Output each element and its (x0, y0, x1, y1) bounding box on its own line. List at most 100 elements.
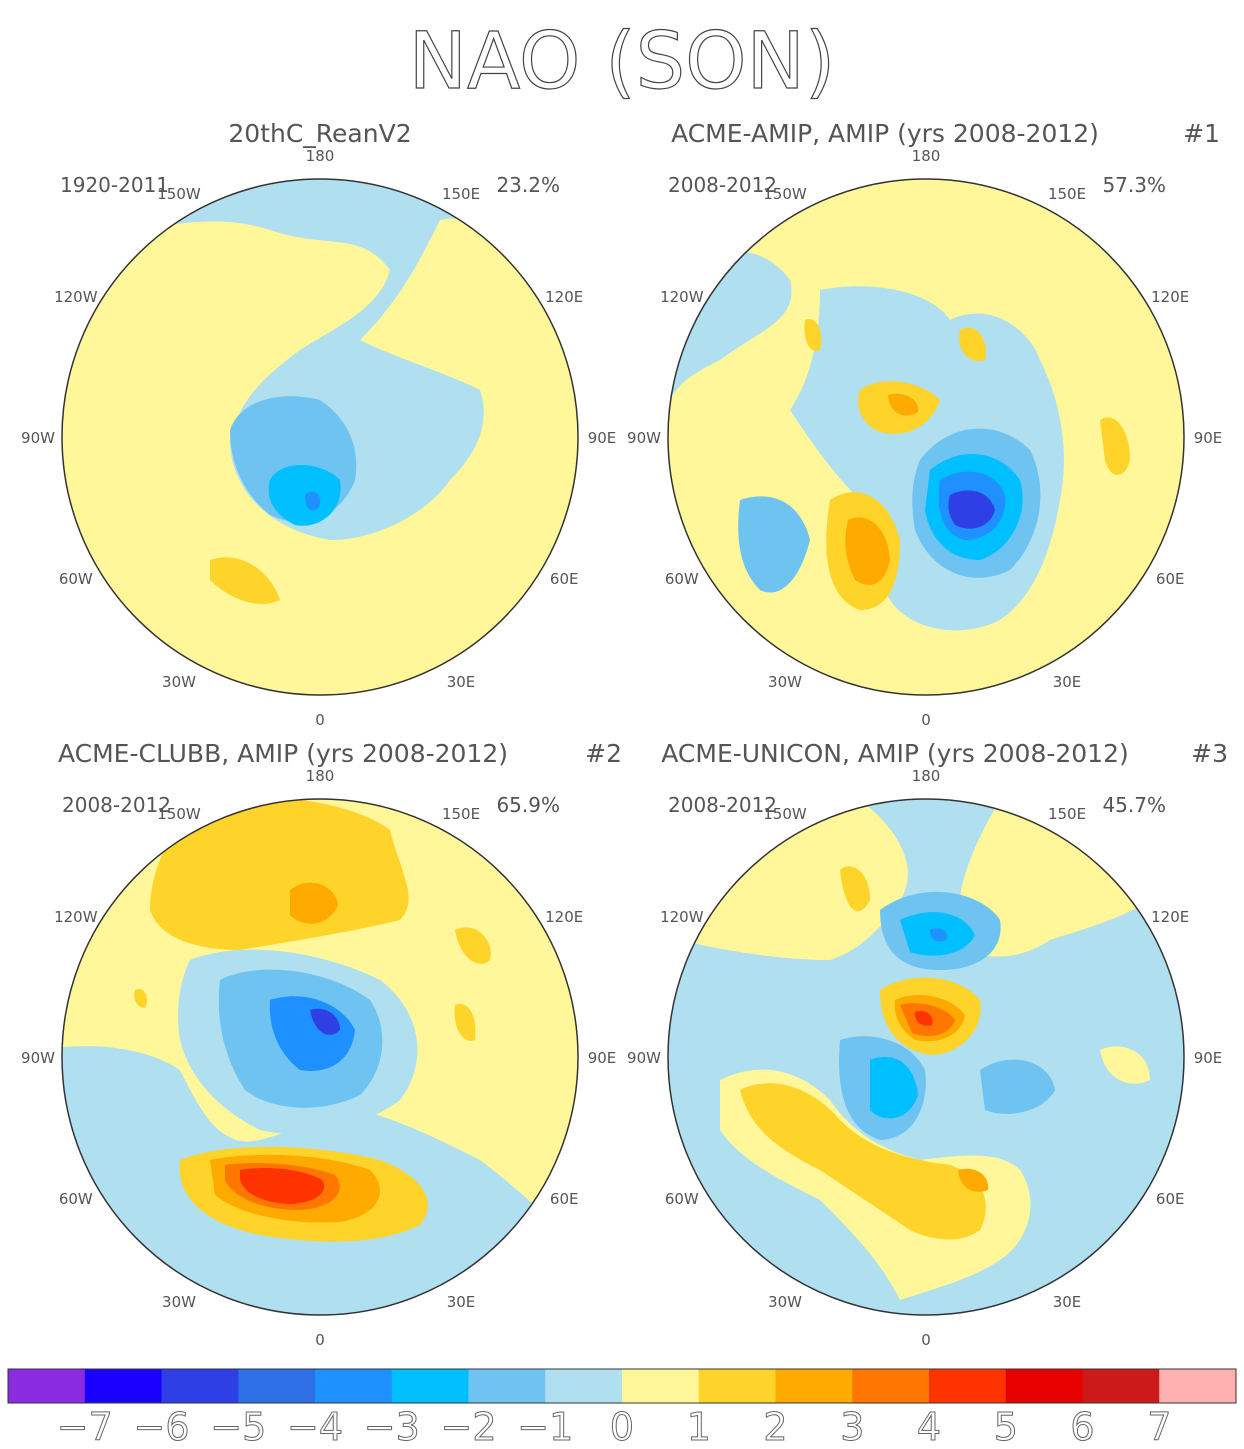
panel-title: 20thC_ReanV2 (228, 119, 411, 148)
map-boundary (61, 798, 579, 1316)
longitude-label: 60W (59, 570, 93, 588)
longitude-label: 150W (157, 805, 201, 823)
colorbar-label: −4 (287, 1405, 343, 1449)
colorbar-label: 5 (994, 1405, 1018, 1449)
longitude-label: 0 (921, 1331, 931, 1349)
colorbar-swatch (775, 1369, 853, 1403)
longitude-label: 60W (665, 1190, 699, 1208)
longitude-label: 0 (921, 711, 931, 729)
longitude-label: 60W (59, 1190, 93, 1208)
panel-tag: #3 (1191, 739, 1228, 768)
panel-title: ACME-UNICON, AMIP (yrs 2008-2012) (661, 739, 1129, 768)
longitude-label: 60E (1156, 1190, 1185, 1208)
longitude-label: 60W (665, 570, 699, 588)
longitude-label: 60E (550, 1190, 579, 1208)
longitude-label: 30W (768, 1293, 802, 1311)
longitude-label: 120E (545, 288, 583, 306)
colorbar-label: −3 (364, 1405, 420, 1449)
longitude-label: 120E (1151, 288, 1189, 306)
colorbar-label: 7 (1147, 1405, 1171, 1449)
colorbar-swatch (1159, 1369, 1237, 1403)
colorbar-swatch (698, 1369, 776, 1403)
colorbar-label: 4 (917, 1405, 941, 1449)
negative-anomaly-region (70, 179, 560, 540)
colorbar-label: 6 (1070, 1405, 1094, 1449)
colorbar-swatch (468, 1369, 546, 1403)
colorbar-swatch (852, 1369, 930, 1403)
longitude-label: 120E (1151, 908, 1189, 926)
longitude-label: 90W (627, 1049, 661, 1067)
panel-period: 2008-2012 (668, 173, 777, 197)
longitude-label: 180 (912, 147, 941, 165)
longitude-label: 30W (768, 673, 802, 691)
colorbar-swatch (929, 1369, 1007, 1403)
longitude-label: 30E (1053, 1293, 1082, 1311)
longitude-label: 180 (306, 767, 335, 785)
longitude-label: 60E (1156, 570, 1185, 588)
colorbar-label: 1 (687, 1405, 711, 1449)
longitude-label: 90W (21, 1049, 55, 1067)
panel-period: 2008-2012 (62, 793, 171, 817)
longitude-label: 90E (1194, 429, 1223, 447)
longitude-label: 60E (550, 570, 579, 588)
longitude-label: 150E (442, 185, 480, 203)
longitude-label: 90E (1194, 1049, 1223, 1067)
colorbar-swatch (1082, 1369, 1160, 1403)
colorbar-label: −5 (210, 1405, 266, 1449)
colorbar-label: −1 (517, 1405, 573, 1449)
longitude-label: 0 (315, 1331, 325, 1349)
colorbar-label: 2 (763, 1405, 787, 1449)
colorbar-swatch (84, 1369, 162, 1403)
map-panel-acme-clubb: ACME-CLUBB, AMIP (yrs 2008-2012) #2 2008… (58, 739, 622, 1316)
longitude-labels: 180 150E 120E 90E 60E 30E 0 30W 60W 90W 120W 150W 18… (21, 147, 1222, 1349)
longitude-label: 30W (162, 1293, 196, 1311)
colorbar-swatch (8, 1369, 86, 1403)
longitude-label: 120W (54, 288, 98, 306)
map-panel-20thc-reanv2: 20thC_ReanV2 1920-2011 23.2% (60, 119, 579, 696)
longitude-label: 120E (545, 908, 583, 926)
panel-period: 1920-2011 (60, 173, 169, 197)
panel-period: 2008-2012 (668, 793, 777, 817)
colorbar-swatch (391, 1369, 469, 1403)
longitude-label: 90W (627, 429, 661, 447)
colorbar-label: 0 (610, 1405, 634, 1449)
map-boundary (667, 798, 1185, 1316)
panel-percent: 23.2% (496, 173, 560, 197)
longitude-label: 180 (912, 767, 941, 785)
colorbar-label: −7 (57, 1405, 113, 1449)
map-boundary (667, 178, 1185, 696)
colorbar-swatch (238, 1369, 316, 1403)
longitude-label: 30E (447, 1293, 476, 1311)
longitude-label: 90W (21, 429, 55, 447)
panel-title: ACME-CLUBB, AMIP (yrs 2008-2012) (58, 739, 508, 768)
colorbar-border (7, 1368, 1237, 1404)
map-boundary (61, 178, 579, 696)
map-panel-acme-amip: ACME-AMIP, AMIP (yrs 2008-2012) #1 2008-… (667, 119, 1220, 696)
longitude-label: 90E (588, 429, 617, 447)
longitude-label: 150E (442, 805, 480, 823)
longitude-label: 150W (763, 805, 807, 823)
longitude-label: 30E (447, 673, 476, 691)
longitude-label: 150E (1048, 805, 1086, 823)
longitude-label: 0 (315, 711, 325, 729)
map-panel-acme-unicon: ACME-UNICON, AMIP (yrs 2008-2012) #3 200… (661, 739, 1228, 1316)
panel-tag: #2 (585, 739, 622, 768)
colorbar-swatch (545, 1369, 623, 1403)
colorbar-swatch (161, 1369, 239, 1403)
colorbar-label: 3 (840, 1405, 864, 1449)
panel-tag: #1 (1183, 119, 1220, 148)
longitude-label: 30E (1053, 673, 1082, 691)
longitude-label: 150E (1048, 185, 1086, 203)
panel-percent: 45.7% (1102, 793, 1166, 817)
figure-title: NAO (SON) (409, 17, 836, 107)
longitude-label: 120W (660, 908, 704, 926)
longitude-label: 120W (660, 288, 704, 306)
longitude-label: 150W (157, 185, 201, 203)
longitude-label: 150W (763, 185, 807, 203)
longitude-label: 120W (54, 908, 98, 926)
longitude-label: 30W (162, 673, 196, 691)
panel-title: ACME-AMIP, AMIP (yrs 2008-2012) (671, 119, 1099, 148)
colorbar-label: −6 (133, 1405, 189, 1449)
colorbar-swatch (1005, 1369, 1083, 1403)
